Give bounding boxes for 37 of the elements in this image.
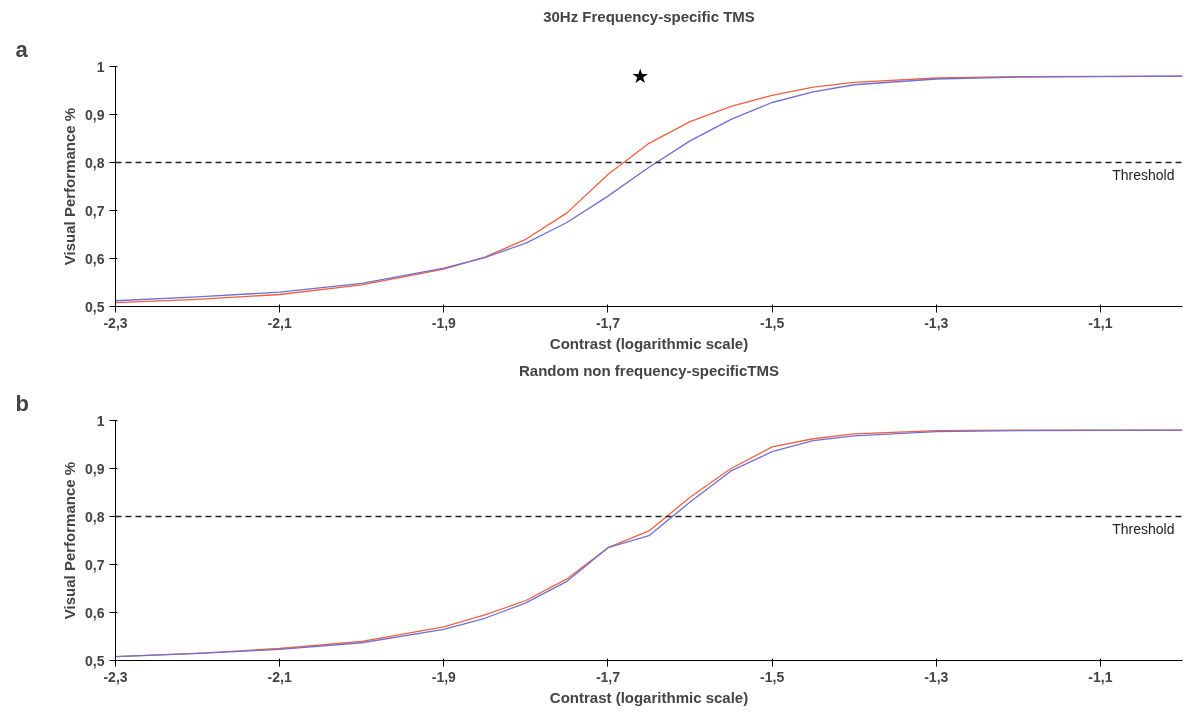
y-tick-label: 0,6: [85, 604, 105, 621]
y-tick-label: 1: [96, 58, 105, 75]
y-tick-label: 0,9: [85, 460, 105, 477]
y-tick-label: 0,7: [85, 556, 105, 573]
annotation: ★: [631, 64, 650, 89]
y-tick-label: 0,8: [85, 154, 105, 171]
y-tick-label: 0,7: [85, 202, 105, 219]
x-tick-label: -1,3: [924, 314, 949, 331]
x-tick-label: -2,3: [103, 314, 128, 331]
ref-line-label: Threshold: [1112, 166, 1175, 183]
chart-title: Random non frequency-specificTMS: [518, 361, 780, 379]
text: b: [15, 390, 29, 416]
x-tick-label: -1,9: [431, 314, 457, 331]
text: a: [15, 36, 29, 62]
x-tick-label: -1,7: [595, 314, 621, 331]
x-tick-label: -1,9: [431, 668, 457, 685]
x-tick-label: -1,7: [595, 668, 621, 685]
y-tick-label: 0,8: [85, 508, 105, 525]
x-tick-label: -2,1: [267, 668, 292, 685]
x-tick-label: -1,1: [1088, 314, 1113, 331]
x-tick-label: -1,5: [760, 668, 785, 685]
y-tick-label: 0,5: [85, 652, 105, 669]
x-tick-label: -1,3: [924, 668, 949, 685]
chart-title: 30Hz Frequency-specific TMS: [543, 7, 755, 25]
y-tick-label: 1: [96, 412, 105, 429]
y-axis-title: Visual Performance %: [61, 107, 79, 266]
x-axis-title: Contrast (logarithmic scale): [549, 334, 749, 352]
ref-line-label: Threshold: [1112, 520, 1175, 537]
y-tick-label: 0,5: [85, 298, 105, 315]
x-tick-label: -1,5: [760, 314, 785, 331]
x-tick-label: -2,3: [103, 668, 128, 685]
y-tick-label: 0,9: [85, 106, 105, 123]
y-axis-title: Visual Performance %: [61, 461, 79, 620]
y-tick-label: 0,6: [85, 250, 105, 267]
x-tick-label: -2,1: [267, 314, 292, 331]
x-axis-title: Contrast (logarithmic scale): [549, 688, 749, 706]
x-tick-label: -1,1: [1088, 668, 1113, 685]
